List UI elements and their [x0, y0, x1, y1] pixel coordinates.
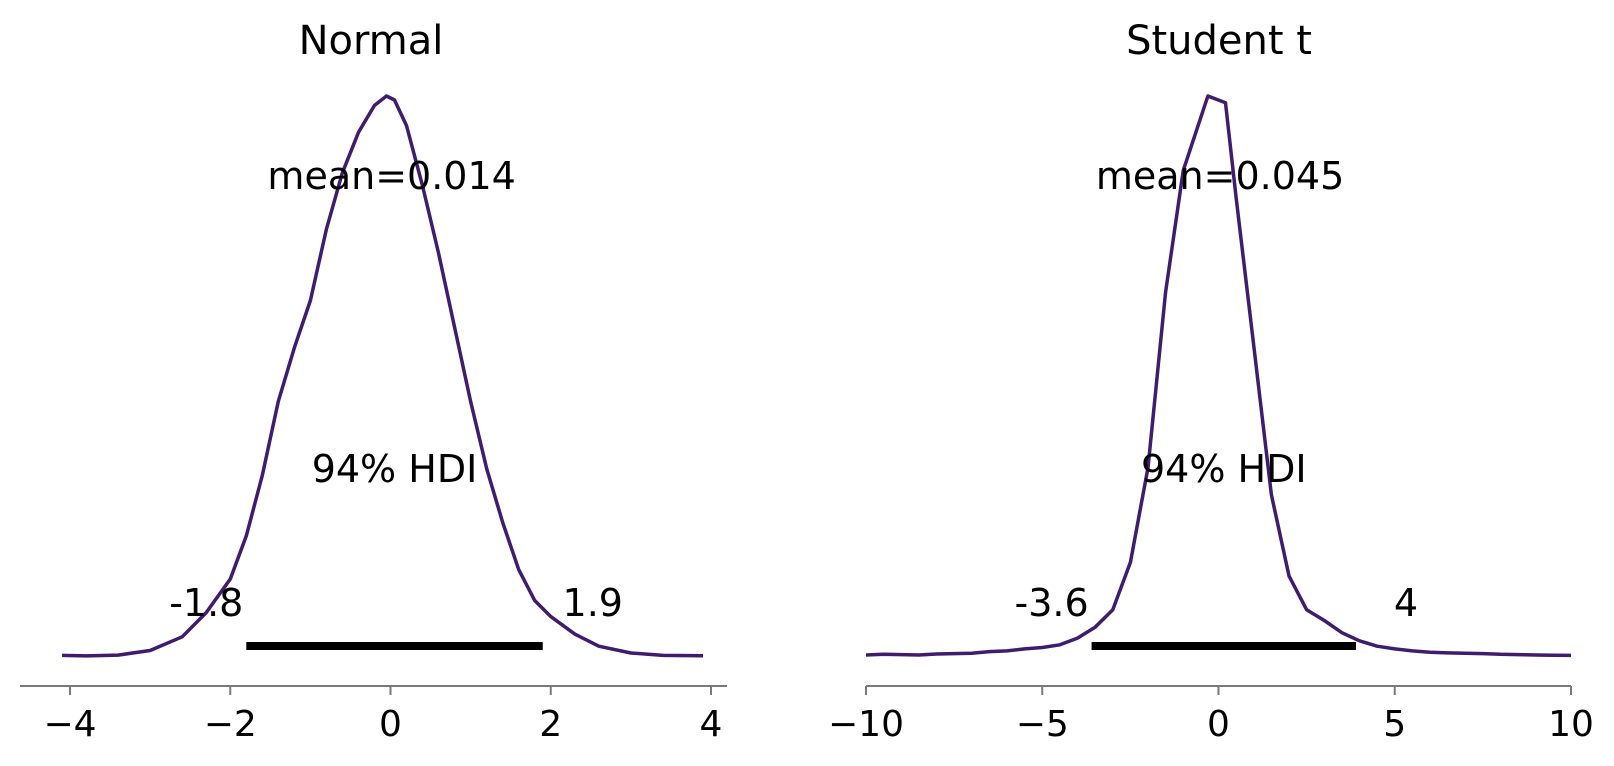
x-tick-label: −2	[204, 704, 257, 745]
panel-title: Student t	[1126, 18, 1312, 64]
x-tick-label: 10	[1548, 704, 1594, 745]
x-tick-label: −4	[43, 704, 96, 745]
x-tick-label: −5	[1016, 704, 1069, 745]
density-curve	[61, 94, 704, 658]
hdi-upper-label: 4	[1394, 581, 1418, 625]
density-curve	[865, 94, 1572, 658]
mean-label: mean=0.045	[1096, 154, 1344, 198]
hdi-label: 94% HDI	[1141, 447, 1307, 491]
hdi-lower-label: -3.6	[1015, 581, 1089, 625]
x-tick-label: 0	[1207, 704, 1230, 745]
panel-2: Student t mean=0.045 94% HDI -3.6 4 −10 −5 0 5 10	[828, 18, 1594, 745]
hdi-label: 94% HDI	[312, 447, 478, 491]
x-tick-label: 0	[379, 704, 402, 745]
hdi-lower-label: -1.8	[169, 581, 243, 625]
x-tick-label: 2	[539, 704, 562, 745]
x-tick-label: 4	[700, 704, 723, 745]
panel-title: Normal	[299, 18, 444, 64]
x-tick-label: −10	[828, 704, 904, 745]
x-tick-label: 5	[1383, 704, 1406, 745]
panel-1: Normal mean=0.014 94% HDI -1.8 1.9 −4 −2 0 2 4	[20, 18, 727, 745]
hdi-upper-label: 1.9	[563, 581, 623, 625]
mean-label: mean=0.014	[267, 154, 515, 198]
